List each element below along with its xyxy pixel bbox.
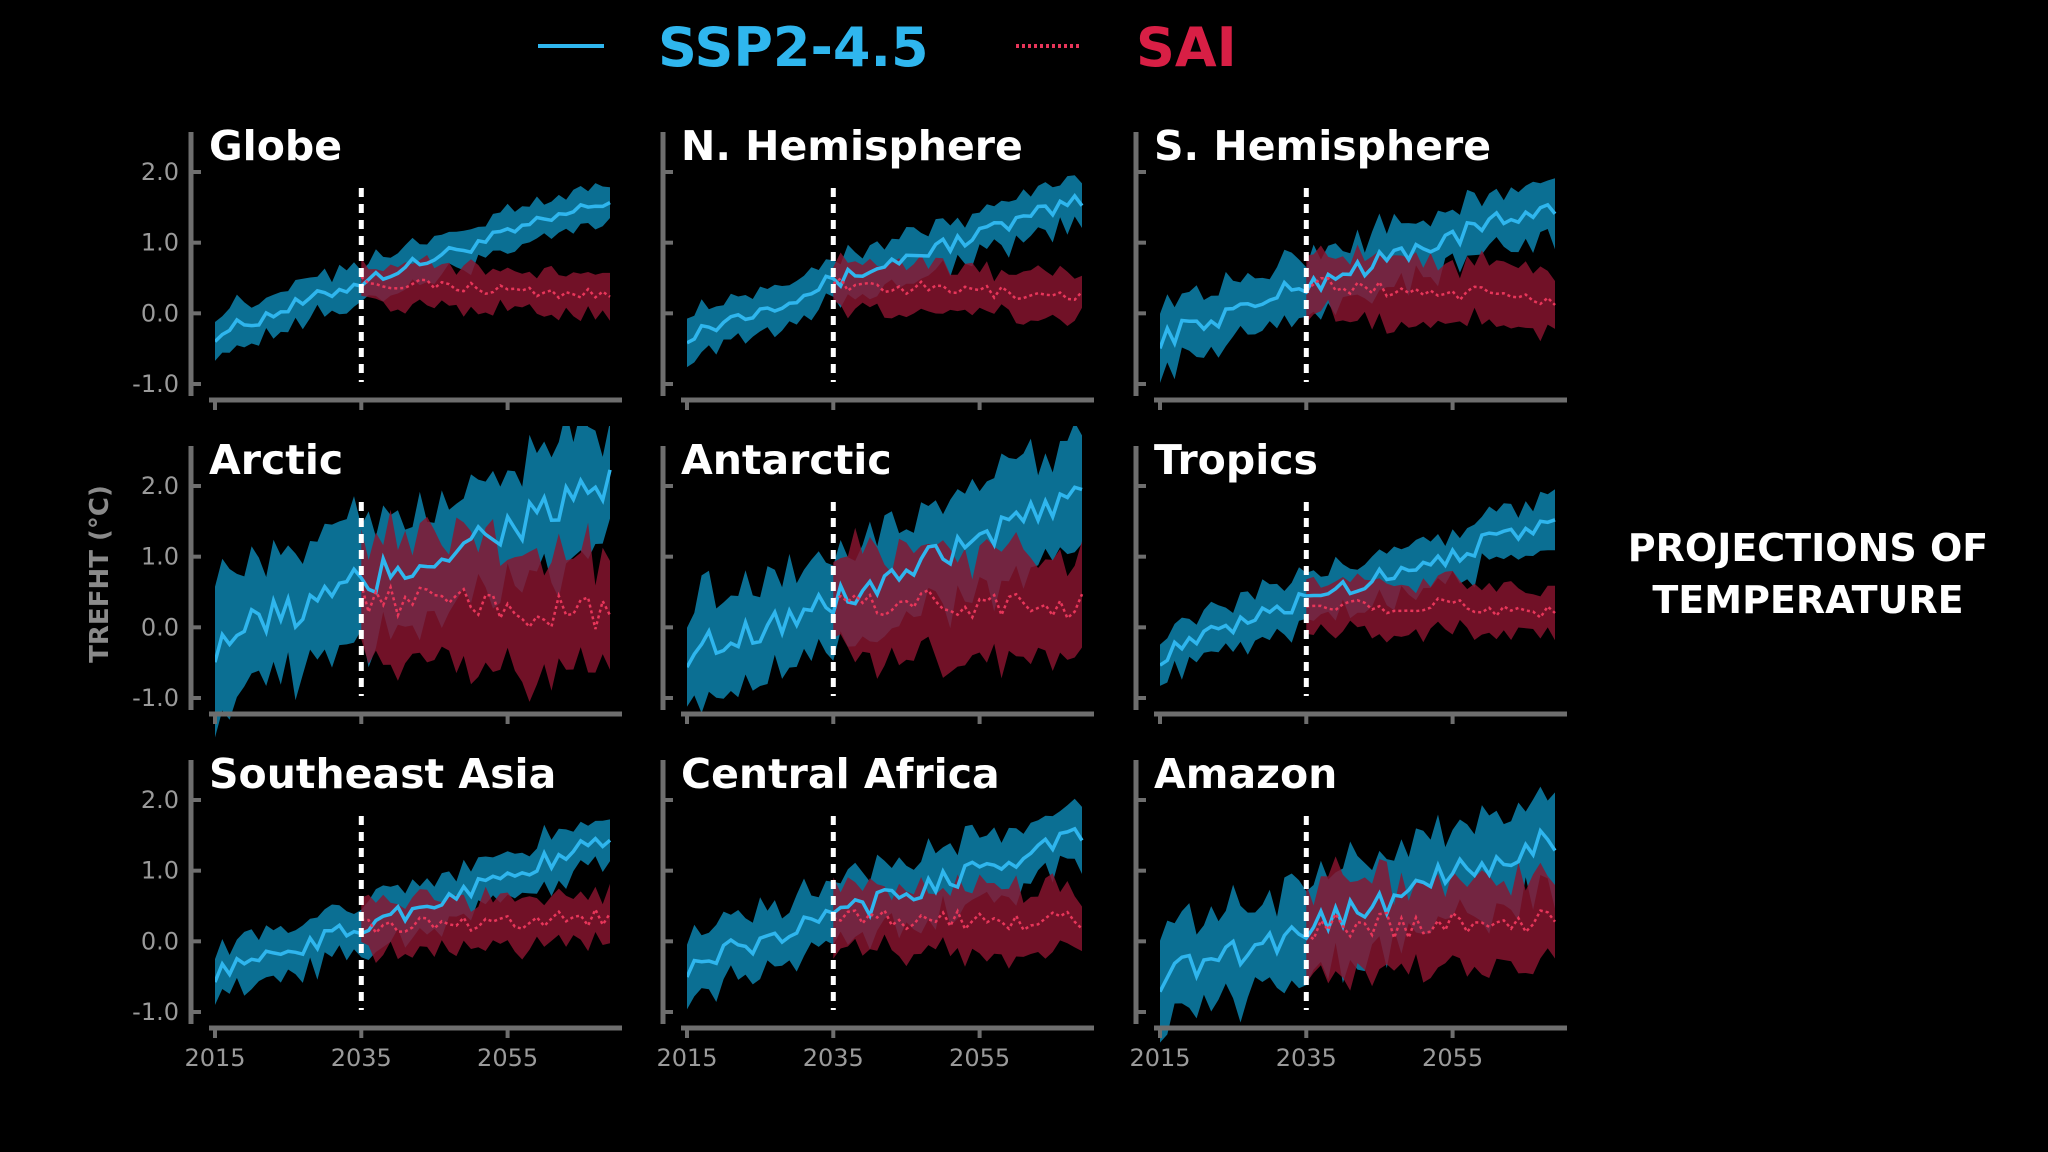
panel-title: Antarctic: [681, 436, 892, 484]
y-tick-label: 0.0: [141, 299, 179, 327]
panel-grid: 2.0 1.0 0.0 -1.0 Globe N. Hemisphere S. Hemisp…: [132, 122, 1567, 1072]
panel-title: Tropics: [1154, 436, 1318, 484]
x-tick-label: 2055: [949, 1044, 1010, 1072]
plot-area: [215, 819, 612, 1005]
panel-title: Globe: [209, 122, 342, 170]
ssp-line: [1160, 202, 1557, 349]
sai-band: [1306, 570, 1555, 643]
sai-line: [832, 588, 1084, 621]
legend-sai-label: SAI: [1136, 16, 1237, 79]
side-title-line2: TEMPERATURE: [1652, 578, 1964, 622]
ssp-line: [1160, 518, 1556, 667]
sai-band: [833, 873, 1082, 969]
sai-band: [833, 527, 1082, 679]
ssp-line: [687, 192, 1084, 345]
panel-title: Arctic: [209, 436, 343, 484]
legend: SSP2-4.5 SAI: [538, 16, 1237, 79]
plot-area: [687, 426, 1084, 714]
y-tick-label: 2.0: [141, 158, 179, 186]
plot-area: [1160, 786, 1557, 1043]
sai-line: [1306, 597, 1556, 620]
panel-arctic: 2.0 1.0 0.0 -1.0 Arctic: [132, 426, 622, 738]
sai-band: [361, 255, 610, 322]
legend-ssp-label: SSP2-4.5: [658, 16, 929, 79]
ssp-line: [215, 201, 611, 343]
y-tick-label: 2.0: [141, 472, 179, 500]
x-tick-label: 2055: [1422, 1044, 1483, 1072]
sai-band: [1306, 856, 1555, 991]
panel-antarctic: Antarctic: [660, 426, 1094, 724]
panel-amazon: 2015 2035 2055 Amazon: [1129, 750, 1567, 1072]
panel-title: Amazon: [1154, 750, 1337, 798]
ssp-line: [1160, 827, 1557, 993]
sai-line: [1305, 277, 1556, 306]
panel-globe: 2.0 1.0 0.0 -1.0 Globe: [132, 122, 622, 410]
y-tick-label: -1.0: [132, 370, 179, 398]
y-tick-label: 1.0: [141, 543, 179, 571]
side-title: PROJECTIONS OF TEMPERATURE: [1588, 522, 2028, 626]
x-tick-label: 2035: [803, 1044, 864, 1072]
sai-line: [361, 906, 612, 936]
sai-line: [832, 908, 1083, 932]
y-axis-label: TREFHT (°C): [85, 485, 115, 663]
x-tick-label: 2015: [656, 1044, 717, 1072]
plot-area: [1160, 489, 1556, 686]
sai-line: [360, 583, 612, 630]
panel-title: Southeast Asia: [209, 750, 556, 798]
panel-s-hemisphere: S. Hemisphere: [1133, 122, 1567, 410]
y-tick-label: 1.0: [141, 229, 179, 257]
x-tick-label: 2035: [331, 1044, 392, 1072]
plot-area: [687, 798, 1084, 1010]
panel-n-hemisphere: N. Hemisphere: [660, 122, 1094, 410]
plot-area: [1160, 178, 1557, 383]
panel-central-africa: 2015 2035 2055 Central Africa: [656, 750, 1094, 1072]
x-tick-label: 2055: [477, 1044, 538, 1072]
side-title-line1: PROJECTIONS OF: [1627, 526, 1989, 570]
panel-title: Central Africa: [681, 750, 1000, 798]
plot-area: [215, 183, 611, 361]
y-tick-label: -1.0: [132, 684, 179, 712]
ssp-line: [687, 826, 1084, 978]
y-tick-label: -1.0: [132, 998, 179, 1026]
x-tick-label: 2035: [1276, 1044, 1337, 1072]
plot-area: [687, 175, 1084, 368]
y-tick-label: 1.0: [141, 857, 179, 885]
sai-line: [360, 275, 611, 300]
sai-band: [361, 509, 610, 702]
ssp-line: [215, 469, 612, 663]
sai-band: [1306, 244, 1555, 342]
panel-title: N. Hemisphere: [681, 122, 1023, 170]
x-tick-label: 2015: [184, 1044, 245, 1072]
plot-area: [215, 426, 612, 738]
y-tick-label: 2.0: [141, 786, 179, 814]
panel-title: S. Hemisphere: [1154, 122, 1491, 170]
ssp-line: [687, 485, 1083, 669]
sai-band: [361, 883, 610, 963]
panel-tropics: Tropics: [1133, 436, 1567, 724]
y-tick-label: 0.0: [141, 927, 179, 955]
y-tick-label: 0.0: [141, 613, 179, 641]
x-tick-label: 2015: [1129, 1044, 1190, 1072]
ssp-line: [215, 836, 612, 983]
sai-band: [833, 252, 1082, 326]
